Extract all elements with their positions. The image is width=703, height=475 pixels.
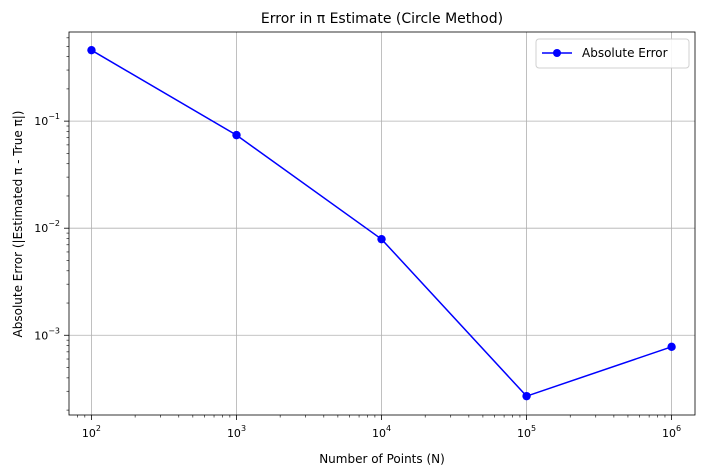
legend-box (535, 38, 690, 69)
y-axis-ticks: 10−1 10−2 10−3 (34, 112, 69, 342)
x-tick-label: 105 (517, 424, 536, 440)
x-tick-label: 102 (82, 424, 101, 440)
chart-title: Error in π Estimate (Circle Method) (261, 11, 503, 27)
y-tick-label: 10−1 (34, 112, 60, 128)
grid (69, 32, 695, 415)
y-tick-label: 10−3 (34, 326, 60, 342)
plot-area-frame (68, 31, 696, 416)
x-axis-label: Number of Points (N) (319, 452, 445, 466)
legend-marker (553, 49, 561, 57)
series-layer (87, 45, 676, 401)
x-axis-ticks: 102 103 104 105 106 (82, 415, 681, 440)
x-tick-label: 106 (662, 424, 681, 440)
legend: Absolute Error (535, 38, 690, 69)
data-point (232, 130, 241, 140)
minor-ticks (66, 37, 666, 418)
y-axis-label: Absolute Error (|Estimated π - True π|) (11, 111, 25, 338)
y-tick-label: 10−2 (34, 219, 60, 235)
data-point (667, 342, 676, 352)
legend-label: Absolute Error (582, 46, 668, 60)
data-point (87, 45, 96, 55)
x-tick-label: 103 (227, 424, 246, 440)
data-point (522, 391, 531, 401)
data-point (377, 234, 386, 244)
x-tick-label: 104 (372, 424, 391, 440)
